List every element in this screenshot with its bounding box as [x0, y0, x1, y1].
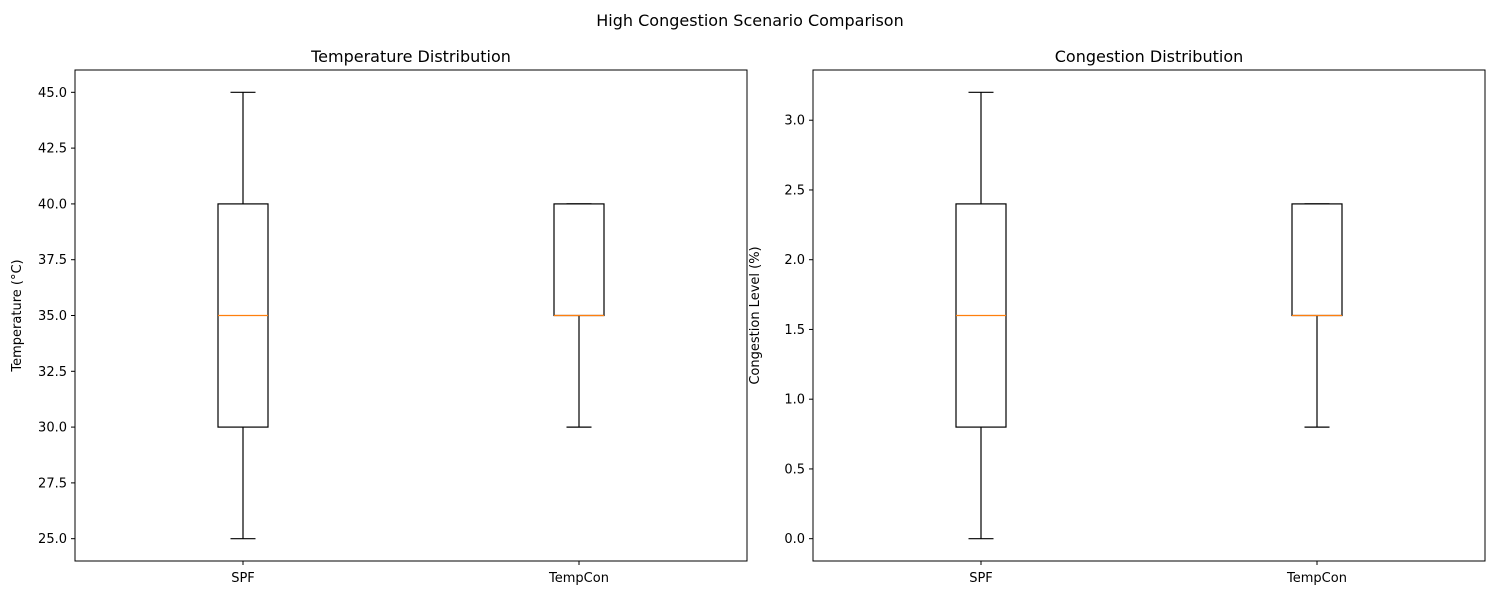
y-tick-label: 32.5: [38, 365, 67, 380]
y-tick-label: 25.0: [38, 532, 67, 547]
y-tick-label: 45.0: [38, 86, 67, 101]
box-spf: [217, 91, 269, 540]
y-tick-label: 2.5: [784, 183, 805, 198]
y-tick-label: 2.0: [784, 253, 805, 268]
x-tick-label: SPF: [231, 571, 255, 586]
y-tick-label: 42.5: [38, 142, 67, 157]
box-spf: [955, 91, 1007, 540]
box-iqr: [1291, 203, 1343, 317]
chart-panel-1: Congestion Distribution 0.0 0.5 1.0 1.5 2.0 2.…: [748, 47, 1486, 586]
y-tick-label: 0.5: [784, 462, 805, 477]
y-axis-label: Congestion Level (%): [748, 246, 763, 384]
chart-title: Congestion Distribution: [1055, 47, 1244, 66]
chart-panels: Temperature Distribution 25.0 27.5 30.0 32.5…: [10, 47, 1486, 586]
x-tick-label: TempCon: [1286, 571, 1347, 586]
x-tick-label: TempCon: [548, 571, 609, 586]
y-tick-label: 1.0: [784, 393, 805, 408]
axes-frame: [812, 69, 1486, 562]
y-axis-label: Temperature (°C): [10, 259, 25, 372]
y-tick-label: 27.5: [38, 476, 67, 491]
box-tempcon: [1291, 203, 1343, 428]
y-tick-label: 40.0: [38, 197, 67, 212]
x-tick-label: SPF: [969, 571, 993, 586]
box-iqr: [553, 203, 605, 317]
figure-suptitle: High Congestion Scenario Comparison: [596, 11, 903, 30]
y-tick-label: 1.5: [784, 323, 805, 338]
axes-frame: [74, 69, 748, 562]
chart-title: Temperature Distribution: [310, 47, 511, 66]
y-tick-label: 35.0: [38, 309, 67, 324]
y-tick-label: 0.0: [784, 532, 805, 547]
y-tick-label: 3.0: [784, 114, 805, 129]
chart-panel-0: Temperature Distribution 25.0 27.5 30.0 32.5…: [10, 47, 748, 586]
y-tick-label: 37.5: [38, 253, 67, 268]
y-tick-label: 30.0: [38, 421, 67, 436]
box-tempcon: [553, 203, 605, 428]
